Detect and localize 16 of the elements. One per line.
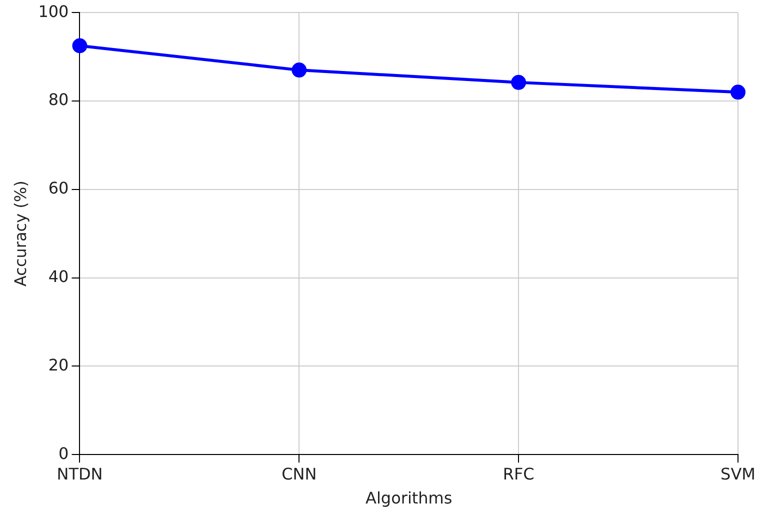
x-axis-title: Algorithms [366, 488, 452, 508]
x-tick-label: SVM [720, 464, 756, 484]
y-tick-label: 80 [48, 90, 69, 110]
y-tick-label: 60 [48, 178, 69, 198]
point [292, 62, 307, 78]
x-tick-label: CNN [282, 464, 317, 484]
y-tick-label: 100 [38, 2, 69, 21]
y-tick-label: 20 [48, 355, 69, 374]
point [72, 38, 88, 54]
y-axis-title: Accuracy (%) [10, 180, 30, 287]
x-tick-label: NTDN [56, 464, 103, 484]
x-tick-label: RFC [502, 464, 534, 484]
y-tick-label: 40 [48, 266, 69, 286]
point [730, 84, 746, 100]
point [511, 74, 526, 90]
y-tick-label: 0 [58, 444, 69, 463]
